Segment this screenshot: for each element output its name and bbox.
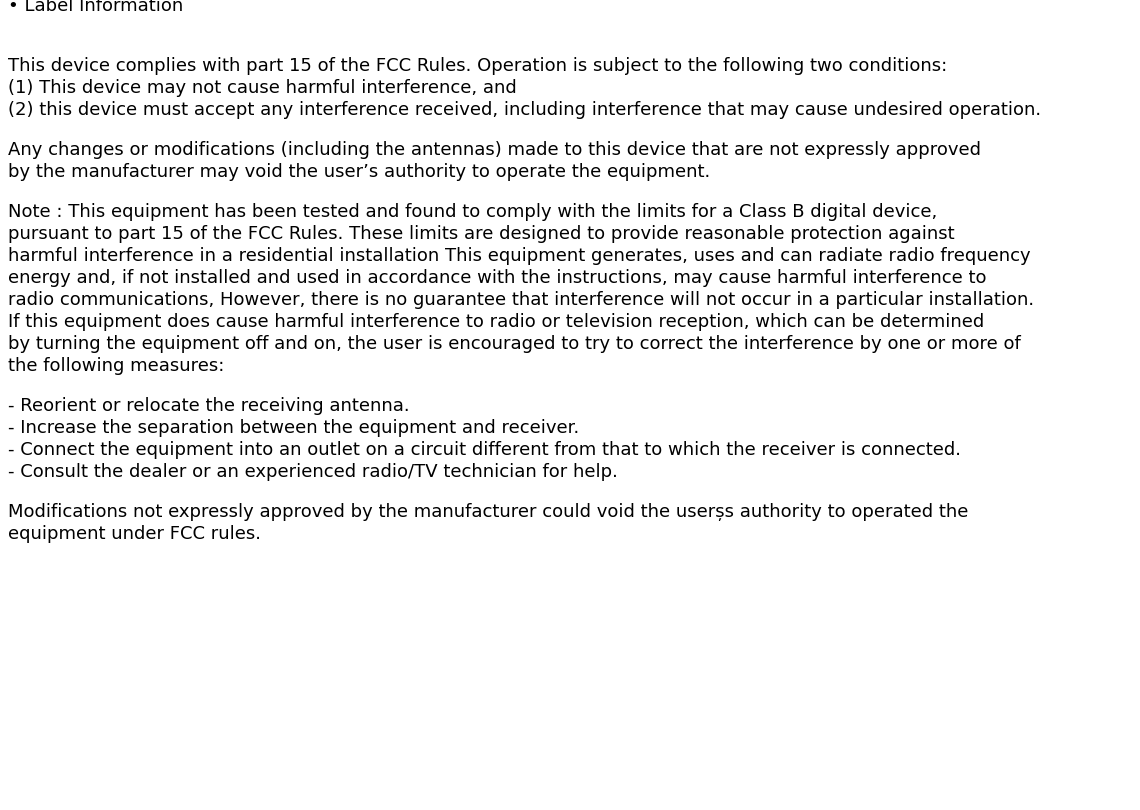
Text: (1) This device may not cause harmful interference, and: (1) This device may not cause harmful in… bbox=[8, 79, 516, 97]
Text: If this equipment does cause harmful interference to radio or television recepti: If this equipment does cause harmful int… bbox=[8, 313, 984, 331]
Text: - Reorient or relocate the receiving antenna.: - Reorient or relocate the receiving ant… bbox=[8, 397, 409, 415]
Text: the following measures:: the following measures: bbox=[8, 357, 225, 375]
Text: • Label Information: • Label Information bbox=[8, 0, 184, 15]
Text: equipment under FCC rules.: equipment under FCC rules. bbox=[8, 525, 261, 543]
Text: - Increase the separation between the equipment and receiver.: - Increase the separation between the eq… bbox=[8, 419, 579, 437]
Text: Any changes or modifications (including the antennas) made to this device that a: Any changes or modifications (including … bbox=[8, 141, 982, 159]
Text: - Consult the dealer or an experienced radio/TV technician for help.: - Consult the dealer or an experienced r… bbox=[8, 463, 618, 481]
Text: This device complies with part 15 of the FCC Rules. Operation is subject to the : This device complies with part 15 of the… bbox=[8, 57, 947, 75]
Text: - Connect the equipment into an outlet on a circuit different from that to which: - Connect the equipment into an outlet o… bbox=[8, 441, 961, 459]
Text: by turning the equipment off and on, the user is encouraged to try to correct th: by turning the equipment off and on, the… bbox=[8, 335, 1020, 353]
Text: Note : This equipment has been tested and found to comply with the limits for a : Note : This equipment has been tested an… bbox=[8, 203, 937, 221]
Text: by the manufacturer may void the user’s authority to operate the equipment.: by the manufacturer may void the user’s … bbox=[8, 163, 710, 181]
Text: Modifications not expressly approved by the manufacturer could void the userșs a: Modifications not expressly approved by … bbox=[8, 503, 968, 521]
Text: energy and, if not installed and used in accordance with the instructions, may c: energy and, if not installed and used in… bbox=[8, 269, 986, 287]
Text: radio communications, However, there is no guarantee that interference will not : radio communications, However, there is … bbox=[8, 291, 1034, 309]
Text: pursuant to part 15 of the FCC Rules. These limits are designed to provide reaso: pursuant to part 15 of the FCC Rules. Th… bbox=[8, 225, 954, 243]
Text: harmful interference in a residential installation This equipment generates, use: harmful interference in a residential in… bbox=[8, 247, 1031, 265]
Text: (2) this device must accept any interference received, including interference th: (2) this device must accept any interfer… bbox=[8, 101, 1041, 119]
